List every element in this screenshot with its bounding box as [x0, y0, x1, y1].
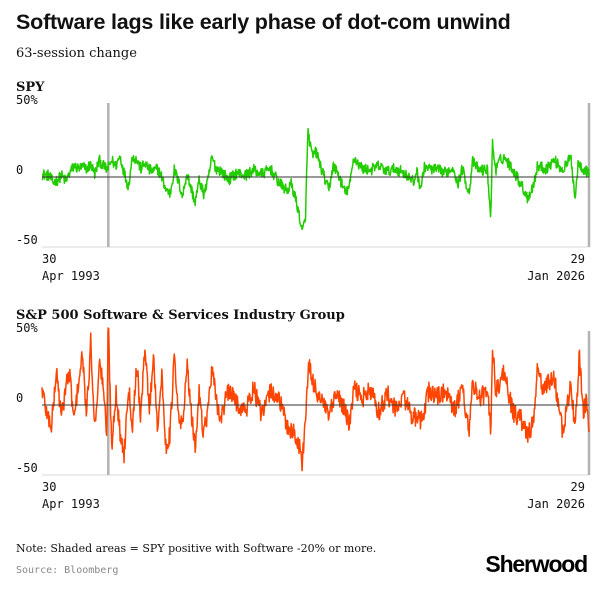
y-tick-label-1: 0 — [16, 163, 23, 177]
y-tick-label-2: -50 — [16, 233, 38, 247]
chart-title: Software lags like early phase of dot-co… — [16, 10, 511, 34]
x-start-date-label: Apr 1993 — [42, 497, 100, 511]
source-credit: Source: Bloomberg — [16, 565, 119, 576]
sherwood-logo: Sherwood — [485, 551, 588, 577]
y-tick-label-0: 50% — [16, 323, 38, 335]
x-start-day-label: 30 — [42, 480, 56, 494]
series-line — [41, 127, 590, 231]
chart-subtitle: 63-session change — [16, 46, 137, 61]
series-line — [41, 327, 590, 472]
y-tick-label-1: 0 — [16, 391, 23, 405]
x-end-day-label: 29 — [571, 480, 585, 494]
footnote: Note: Shaded areas = SPY positive with S… — [16, 542, 377, 555]
spy-chart: 50% 0 -50 30 Apr 1993 29 Jan 2026 — [16, 95, 591, 283]
spy-panel-title: SPY — [16, 80, 45, 95]
y-tick-label-2: -50 — [16, 461, 38, 475]
y-tick-label-0: 50% — [16, 95, 38, 107]
x-end-date-label: Jan 2026 — [527, 497, 585, 511]
x-start-date-label: Apr 1993 — [42, 269, 100, 283]
software-chart: 50% 0 -50 30 Apr 1993 29 Jan 2026 — [16, 323, 591, 511]
x-end-day-label: 29 — [571, 252, 585, 266]
x-end-date-label: Jan 2026 — [527, 269, 585, 283]
x-start-day-label: 30 — [42, 252, 56, 266]
software-panel-title: S&P 500 Software & Services Industry Gro… — [16, 308, 345, 323]
